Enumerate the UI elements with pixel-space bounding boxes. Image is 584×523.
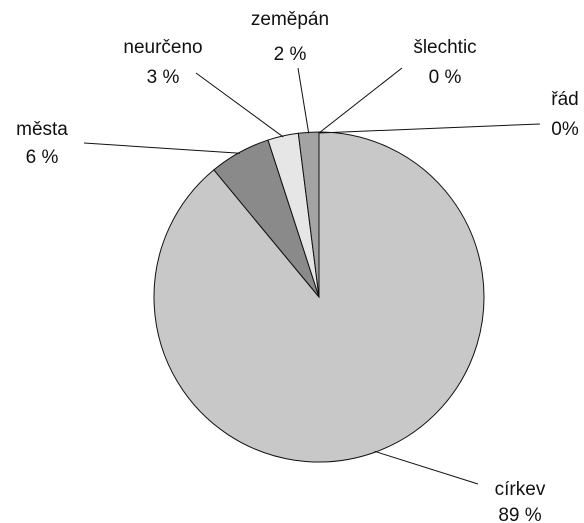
slice-label: církev	[495, 479, 546, 500]
leader-line	[374, 450, 479, 485]
slice-value-label: 0 %	[429, 67, 462, 88]
slice-label: zeměpán	[251, 9, 329, 30]
leader-line	[297, 67, 310, 134]
slice-value-label: 2 %	[274, 44, 307, 65]
slice-label: neurčeno	[123, 37, 202, 58]
slice-label: města	[16, 119, 68, 140]
leader-line	[318, 67, 403, 134]
leader-line	[318, 123, 541, 134]
slice-label: šlechtic	[413, 37, 476, 58]
leader-line	[83, 142, 241, 154]
slice-value-label: 89 %	[498, 505, 541, 523]
leader-line	[195, 72, 284, 138]
slice-label: řád	[551, 89, 578, 110]
slice-value-label: 0%	[551, 119, 579, 140]
slice-value-label: 6 %	[26, 147, 59, 168]
slice-value-label: 3 %	[147, 67, 180, 88]
